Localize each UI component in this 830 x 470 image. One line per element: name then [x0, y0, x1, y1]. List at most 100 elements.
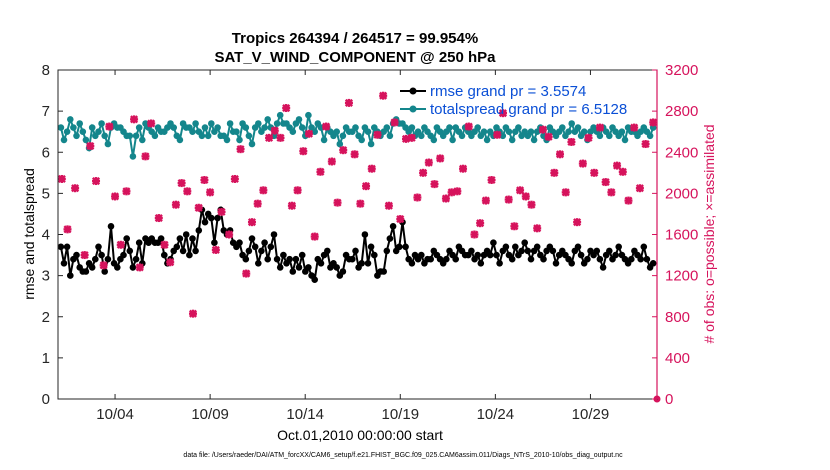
nobs-point: [396, 215, 405, 224]
nobs-point: [166, 258, 175, 267]
totalspread-point: [192, 120, 199, 127]
rmse-point: [527, 255, 535, 263]
rmse-point: [276, 264, 284, 271]
nobs-point: [493, 130, 502, 139]
totalspread-point: [367, 140, 375, 148]
nobs-point: [533, 224, 542, 233]
rmse-point: [640, 243, 648, 251]
rmse-point: [518, 247, 525, 255]
rmse-point: [584, 255, 591, 263]
y2-tick-label: 400: [665, 350, 690, 367]
nobs-point: [590, 168, 599, 177]
rmse-point: [92, 255, 99, 263]
nobs-point: [367, 164, 376, 173]
totalspread-point: [408, 124, 416, 131]
rmse-point: [101, 268, 108, 275]
nobs-point: [225, 230, 234, 239]
rmse-point: [468, 247, 475, 255]
totalspread-point: [295, 116, 303, 123]
totalspread-point: [132, 132, 140, 140]
totalspread-point: [82, 136, 90, 144]
nobs-point: [635, 184, 644, 193]
nobs-point: [436, 154, 445, 163]
totalspread-point: [336, 140, 344, 148]
nobs-point: [211, 245, 220, 254]
y2-tick-label: 3200: [665, 62, 698, 79]
y2-tick-label: 2400: [665, 144, 698, 161]
totalspread-point: [559, 124, 566, 131]
rmse-point: [367, 243, 375, 251]
x-tick-label: 10/29: [572, 406, 610, 423]
nobs-point: [287, 201, 296, 210]
nobs-point: [310, 232, 319, 241]
rmse-point: [599, 264, 607, 271]
chart-title: Tropics 264394 / 264517 = 99.954%: [232, 30, 478, 47]
totalspread-point: [88, 124, 96, 131]
nobs-point: [567, 137, 576, 147]
rmse-point: [486, 251, 494, 259]
nobs-point: [304, 129, 314, 138]
nobs-point: [327, 157, 336, 166]
rmse-point: [502, 243, 510, 251]
series-layer: [57, 91, 661, 403]
rmse-point: [408, 260, 416, 267]
nobs-point: [618, 167, 627, 176]
axes-layer: 0 1 2 3 4 5 6 7 8 0 400 800 1200 1600 2000 2400 2800 3200…: [42, 62, 699, 423]
totalspread-point: [568, 120, 575, 127]
rmse-point: [57, 243, 65, 251]
y2-tick-label: 0: [665, 391, 673, 408]
totalspread-point: [565, 128, 572, 135]
totalspread-point: [530, 136, 538, 144]
totalspread-point: [352, 124, 359, 131]
totalspread-point: [208, 120, 215, 127]
rmse-point: [512, 243, 519, 251]
x-axis-label: Oct.01,2010 00:00:00 start: [277, 427, 443, 443]
totalspread-point: [95, 128, 102, 135]
x-tick-label: 10/24: [477, 406, 515, 423]
y-tick-label: 2: [42, 309, 50, 326]
nobs-point: [550, 168, 559, 177]
totalspread-point: [57, 124, 65, 131]
nobs-point: [453, 187, 462, 196]
nobs-point: [613, 161, 622, 170]
nobs-point: [630, 123, 639, 132]
nobs-point: [339, 146, 348, 155]
totalspread-point: [474, 124, 482, 131]
totalspread-point: [480, 128, 488, 135]
rmse-point: [82, 268, 90, 275]
y-tick-label: 8: [42, 62, 50, 79]
legend: rmse grand pr = 3.5574 totalspread grand…: [400, 83, 627, 118]
nobs-point: [424, 158, 433, 167]
rmse-point: [286, 255, 293, 263]
nobs-point: [601, 178, 610, 187]
totalspread-point: [508, 136, 516, 144]
totalspread-point: [358, 136, 366, 144]
nobs-point: [510, 222, 519, 231]
rmse-point: [496, 260, 503, 267]
rmse-point: [649, 260, 657, 267]
totalspread-point: [60, 136, 68, 144]
nobs-point: [63, 225, 72, 234]
nobs-point: [487, 175, 496, 185]
rmse-point: [402, 243, 409, 251]
rmse-point: [132, 255, 140, 263]
rmse-point: [389, 223, 397, 230]
nobs-point: [147, 119, 156, 128]
rmse-point: [358, 260, 366, 267]
totalspread-point: [574, 124, 582, 131]
rmse-point: [364, 260, 372, 267]
legend-spread-label: totalspread grand pr = 6.5128: [430, 101, 627, 118]
rmse-point: [242, 255, 250, 263]
nobs-point: [516, 186, 525, 195]
rmse-point: [593, 247, 601, 255]
rmse-point: [552, 260, 560, 267]
totalspread-point: [264, 116, 272, 123]
nobs-point: [350, 150, 359, 159]
nobs-point: [521, 192, 530, 201]
nobs-point: [481, 196, 490, 205]
rmse-point: [352, 247, 359, 255]
nobs-point: [200, 175, 209, 185]
totalspread-point: [189, 128, 196, 135]
